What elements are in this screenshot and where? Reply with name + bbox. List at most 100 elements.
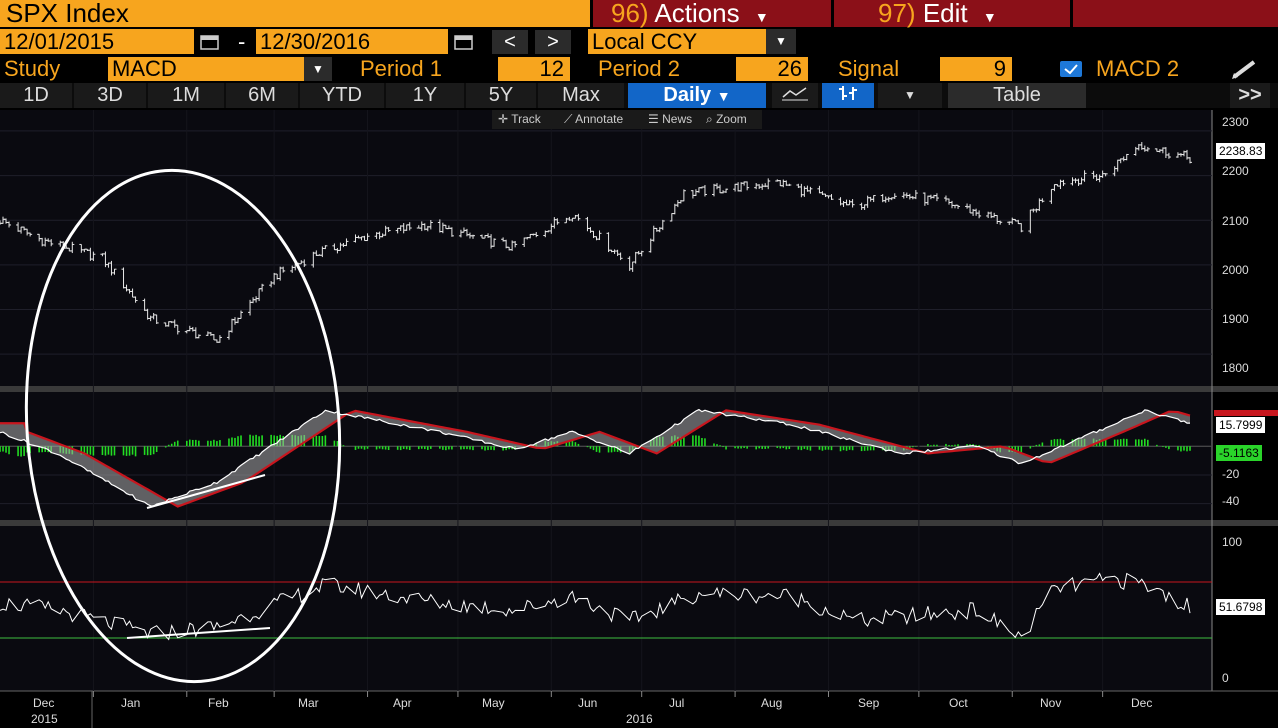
annotate-label: Annotate <box>575 112 624 126</box>
trendline-annotation <box>126 627 271 639</box>
x-axis-month: Mar <box>298 696 319 710</box>
macd-axis-tick: -40 <box>1222 494 1240 508</box>
edit-label: Edit <box>922 0 968 28</box>
calendar-icon[interactable] <box>452 33 476 51</box>
hand-drawn-circle <box>24 168 342 684</box>
end-date-field[interactable]: 12/30/2016 <box>256 29 448 54</box>
more-button[interactable]: >> <box>1230 83 1270 108</box>
security-field[interactable]: SPX Index <box>0 0 590 27</box>
rsi-axis-tick: 0 <box>1222 671 1229 685</box>
rsi-last-value: 51.6798 <box>1216 599 1266 615</box>
price-panel <box>0 110 1212 386</box>
x-axis-month: Sep <box>858 696 880 710</box>
x-axis-month: Feb <box>208 696 229 710</box>
pen-icon: ⟋ <box>564 112 573 126</box>
chart-area <box>0 110 1278 728</box>
macd-signal-marker <box>1214 410 1278 416</box>
date-separator: - <box>238 29 246 54</box>
frequency-select[interactable]: Daily ▼ <box>628 83 766 108</box>
track-label: Track <box>511 112 541 126</box>
rsi-axis-tick: 100 <box>1222 535 1243 549</box>
chart-type-dropdown[interactable]: ▼ <box>878 83 942 108</box>
macd2-label: MACD 2 <box>1096 56 1180 81</box>
annotate-tool[interactable]: ⟋ Annotate <box>564 110 623 129</box>
chevron-down-icon: ▼ <box>775 34 787 48</box>
rsi-line <box>0 572 1191 641</box>
study-dropdown-button[interactable]: ▼ <box>304 57 332 81</box>
x-axis-year: 2016 <box>626 712 653 726</box>
study-label: Study <box>4 56 61 81</box>
track-tool[interactable]: ✛ Track <box>498 110 541 129</box>
ohlc-bar-icon <box>839 86 857 100</box>
range-button-5y[interactable]: 5Y <box>466 83 536 108</box>
news-icon: ☰ <box>648 112 659 126</box>
line-chart-button[interactable] <box>772 83 818 108</box>
range-button-ytd[interactable]: YTD <box>300 83 384 108</box>
rsi-panel <box>0 526 1212 691</box>
zoom-tool[interactable]: ⌕ Zoom <box>706 110 747 129</box>
magnifier-icon: ⌕ <box>706 112 713 126</box>
range-button-3d[interactable]: 3D <box>74 83 146 108</box>
next-period-button[interactable]: > <box>535 30 571 54</box>
chart-tools: ✛ Track ⟋ Annotate ☰ News ⌕ Zoom <box>492 110 762 129</box>
edit-number: 97) <box>878 0 916 28</box>
period1-input[interactable]: 12 <box>498 57 570 81</box>
news-label: News <box>662 112 693 126</box>
header-spacer <box>1073 0 1278 27</box>
x-axis-month: May <box>482 696 505 710</box>
prev-period-button[interactable]: < <box>492 30 528 54</box>
price-axis-tick: 1800 <box>1222 361 1249 375</box>
price-axis-tick: 2000 <box>1222 263 1249 277</box>
line-chart-icon <box>782 87 808 101</box>
macd-axis-tick: -20 <box>1222 467 1240 481</box>
x-axis-month: Apr <box>393 696 412 710</box>
range-button-1y[interactable]: 1Y <box>386 83 464 108</box>
currency-dropdown-button[interactable]: ▼ <box>766 29 796 54</box>
macd-histogram-label: -5.1163 <box>1216 445 1262 461</box>
x-axis-month: Nov <box>1040 696 1062 710</box>
chevron-down-icon: ▼ <box>982 9 997 25</box>
price-last-value: 2238.83 <box>1216 143 1266 159</box>
period2-label: Period 2 <box>598 56 680 81</box>
x-axis-month: Jul <box>669 696 685 710</box>
frequency-label: Daily <box>663 84 712 106</box>
actions-number: 96) <box>611 0 649 28</box>
crosshair-icon: ✛ <box>498 112 509 126</box>
actions-button[interactable]: 96) Actions ▼ <box>593 0 831 27</box>
study-select[interactable]: MACD <box>108 57 304 81</box>
panel-divider <box>0 520 1278 526</box>
chevron-down-icon: ▼ <box>904 88 916 102</box>
chevron-down-icon: ▼ <box>754 9 769 25</box>
price-axis-tick: 1900 <box>1222 312 1249 326</box>
start-date-field[interactable]: 12/01/2015 <box>0 29 194 54</box>
bar-chart-button[interactable] <box>822 83 874 108</box>
price-axis-tick: 2200 <box>1222 164 1249 178</box>
range-button-1d[interactable]: 1D <box>0 83 72 108</box>
price-axis-tick: 2300 <box>1222 115 1249 129</box>
table-button[interactable]: Table <box>948 83 1086 108</box>
macd-line <box>0 408 1191 507</box>
range-button-6m[interactable]: 6M <box>226 83 298 108</box>
edit-button[interactable]: 97) Edit ▼ <box>834 0 1070 27</box>
x-axis-month: Oct <box>949 696 968 710</box>
range-button-1m[interactable]: 1M <box>148 83 224 108</box>
trendline-annotation <box>146 474 266 509</box>
x-axis-month: Jun <box>578 696 598 710</box>
period2-input[interactable]: 26 <box>736 57 808 81</box>
chevron-down-icon: ▼ <box>312 62 324 76</box>
x-axis-year: 2015 <box>31 712 58 726</box>
macd-band-fill <box>0 409 1190 507</box>
macd2-checkbox[interactable] <box>1060 61 1082 77</box>
signal-label: Signal <box>838 56 900 81</box>
currency-select[interactable]: Local CCY <box>588 29 766 54</box>
chevron-down-icon: ▼ <box>716 88 731 104</box>
pencil-icon[interactable] <box>1230 58 1260 80</box>
news-tool[interactable]: ☰ News <box>648 110 692 129</box>
calendar-icon[interactable] <box>198 33 222 51</box>
macd-value-label: 15.7999 <box>1216 417 1266 433</box>
x-axis-month: Dec <box>1131 696 1153 710</box>
panel-divider <box>0 386 1278 392</box>
signal-input[interactable]: 9 <box>940 57 1012 81</box>
macd-signal-line <box>0 409 1191 508</box>
range-button-max[interactable]: Max <box>538 83 624 108</box>
